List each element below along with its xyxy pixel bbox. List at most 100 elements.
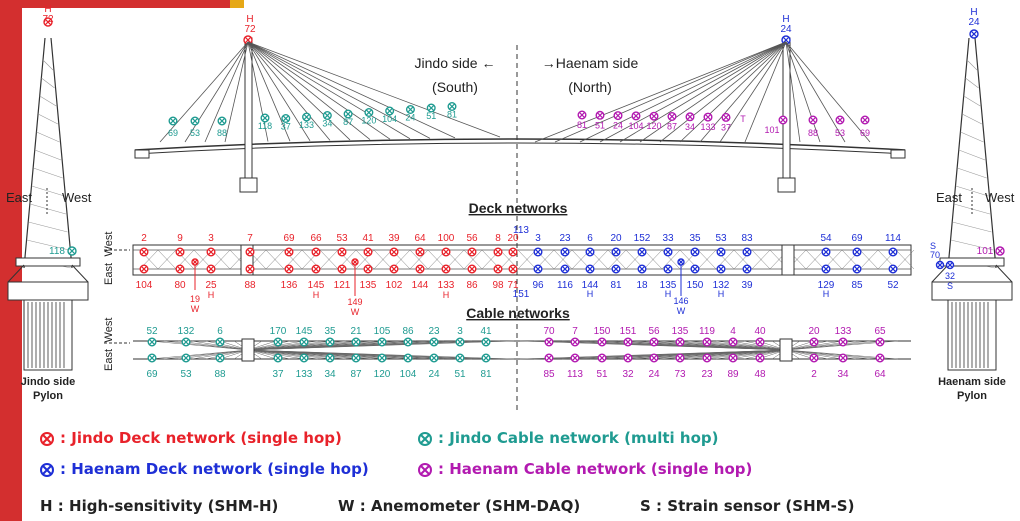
elev-haenam-cable-label: 51 (595, 120, 605, 130)
slide-red-corner (0, 0, 240, 8)
deck-haenam-sensor-icon (611, 247, 621, 257)
left-top-sensor-icon (243, 35, 253, 45)
sensor-symbol-icon (40, 463, 54, 477)
deck-haenam-sensor-icon (742, 264, 752, 274)
deck-jindo-sensor-icon (311, 247, 321, 257)
cable-plan-line (785, 340, 829, 351)
cable-plan-line (715, 349, 787, 360)
cable-jindo-sensor-icon (455, 353, 465, 363)
deck-haenam-top-label: 83 (741, 233, 753, 244)
haenam-side-label: →Haenam side (542, 55, 639, 71)
deck-pylon-block (781, 244, 795, 276)
deck-jindo-top-label: 39 (388, 233, 400, 244)
deck-jindo-sensor-icon (175, 247, 185, 257)
stay-cable (247, 41, 411, 140)
left-side-num-label: 72 (42, 14, 54, 25)
deck-jindo-bot-label: 104 (136, 280, 153, 291)
deck-haenam-151-label: 151 (513, 289, 530, 300)
cable-jindo-sensor-icon (273, 337, 283, 347)
deck-jindo-bot-label: 136 (281, 280, 298, 291)
cable-haenam-sensor-icon (544, 337, 554, 347)
stay-cable (679, 41, 787, 143)
elev-jindo-cable-sensor-icon (364, 107, 374, 117)
cable-jindo-sensor-icon (147, 337, 157, 347)
elev-haenam-cable-label: 34 (685, 122, 695, 132)
legend-label: Haenam Deck network (single hop) (71, 460, 369, 478)
cable-jindo-sensor-icon (299, 353, 309, 363)
deck-brace (751, 249, 771, 270)
cable-jindo-bot-label: 120 (374, 369, 391, 380)
elev-haenam-cable-sensor-icon (631, 111, 641, 121)
deck-haenam-bot-label: 52 (887, 280, 899, 291)
deck-haenam-sensor-icon (533, 247, 543, 257)
left-top-h-label: H (246, 14, 253, 25)
elev-haenam-cable-sensor-icon (835, 115, 845, 125)
deck-jindo-top-label: 41 (362, 233, 374, 244)
cable-haenam-top-label: 4 (730, 326, 736, 337)
deck-haenam-sensor-icon (690, 264, 700, 274)
stay-cable (247, 41, 331, 141)
deck-haenam-bot-label: 96 (532, 280, 544, 291)
cable-jindo-sensor-icon (181, 337, 191, 347)
right-side-h-label: H (970, 7, 977, 18)
legend-haenam-cable: : Haenam Cable network (single hop) (418, 460, 752, 478)
cable-haenam-sensor-icon (728, 353, 738, 363)
note-strain-sensor: S : Strain sensor (SHM-S) (640, 497, 855, 515)
cable-jindo-bot-label: 104 (400, 369, 417, 380)
right-west-label: West (985, 190, 1015, 205)
cable-haenam-bot-label: 23 (701, 369, 713, 380)
cable-plan-line (701, 340, 787, 351)
cable-haenam-bot-label: 24 (648, 369, 660, 380)
stay-cable (247, 41, 291, 142)
deck-jindo-top-label: 7 (247, 233, 253, 244)
deck-jindo-sensor-icon (337, 264, 347, 274)
deck-brace (697, 249, 717, 270)
deck-jindo-sensor-icon (311, 264, 321, 274)
elev-jindo-cable-label: 24 (405, 113, 415, 123)
cable-jindo-sensor-icon (403, 337, 413, 347)
right-side-cable-label: 101 (977, 246, 994, 257)
deck-jindo-bot-label: 86 (466, 280, 478, 291)
elev-jindo-cable-sensor-icon (190, 116, 200, 126)
left-side-cable-label: 118 (49, 246, 65, 257)
elev-jindo-cable-label: 133 (299, 120, 314, 130)
stay-cable (247, 41, 456, 139)
stay-cable (785, 41, 821, 143)
stay-cable (247, 41, 391, 140)
elev-haenam-cable-label: 81 (577, 120, 587, 130)
deck-jindo-bot-label: 25 (205, 280, 217, 291)
cable-jindo-bot-label: 37 (272, 369, 284, 380)
deck-jindo-sensor-icon (245, 247, 255, 257)
left-west-label: West (62, 190, 92, 205)
stay-cable (619, 41, 787, 143)
slide-orange-accent (230, 0, 244, 8)
deck-jindo-w-label: W (191, 304, 200, 314)
deck-brace (211, 249, 231, 270)
elev-haenam-cable-sensor-icon (595, 110, 605, 120)
deck-haenam-bot-label: 132 (713, 280, 730, 291)
cable-haenam-bot-label: 85 (543, 369, 555, 380)
stay-cable (785, 41, 846, 143)
cable-east-label: East (103, 349, 115, 371)
deck-haenam-top-label: 3 (535, 233, 541, 244)
deck-jindo-sensor-icon (389, 264, 399, 274)
right-top-num-label: 24 (780, 24, 792, 35)
deck-brace (607, 249, 627, 270)
cable-jindo-top-label: 41 (480, 326, 492, 337)
deck-brace (643, 249, 663, 270)
cable-pylon-block (779, 338, 793, 362)
elev-jindo-cable-sensor-icon (343, 109, 353, 119)
deck-jindo-sensor-icon (508, 247, 518, 257)
right-side-cable-sensor-icon (995, 246, 1005, 256)
deck-haenam-sensor-icon (637, 264, 647, 274)
deck-haenam-sensor-icon (852, 247, 862, 257)
cable-haenam-bot-label: 2 (811, 369, 817, 380)
cable-jindo-top-label: 52 (146, 326, 158, 337)
elev-jindo-cable-sensor-icon (260, 113, 270, 123)
elev-haenam-cable-sensor-icon (577, 110, 587, 120)
deck-end-block (134, 149, 150, 159)
stay-cable (639, 41, 787, 143)
stay-cable (699, 41, 787, 143)
right-top-h-label: H (782, 14, 789, 25)
stay-cable (204, 41, 249, 143)
